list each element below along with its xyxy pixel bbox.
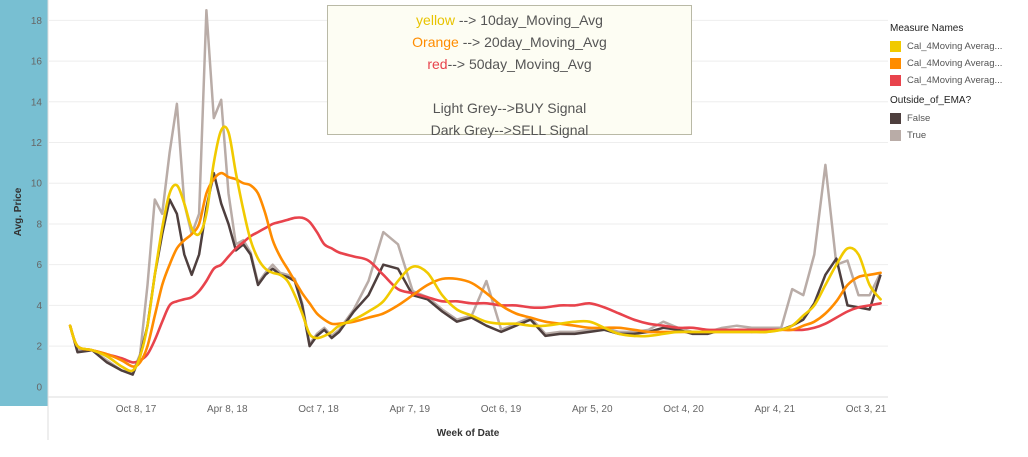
series-line-false — [68, 171, 882, 376]
y-axis-title: Avg. Price — [13, 187, 24, 236]
annotation-line-orange: Orange --> 20day_Moving_Avg — [328, 31, 691, 53]
legend-swatch-light-grey — [890, 130, 901, 141]
series-line-50day — [68, 216, 882, 364]
x-tick-label: Oct 8, 17 — [116, 404, 157, 415]
y-tick-label: 16 — [31, 57, 43, 68]
legend-item-true[interactable]: True — [890, 127, 1028, 144]
x-tick-label: Apr 7, 19 — [389, 404, 430, 415]
y-tick-label: 10 — [31, 179, 43, 190]
legend-title-outside-ema: Outside_of_EMA? — [890, 95, 972, 106]
x-tick-labels: Oct 8, 17 Apr 8, 18 Oct 7, 18 Apr 7, 19 Oct … — [116, 404, 887, 415]
legend-swatch-orange — [890, 58, 901, 69]
y-tick-label: 8 — [36, 219, 42, 230]
x-axis-title: Week of Date — [437, 428, 500, 439]
legend-item-false[interactable]: False — [890, 110, 1028, 127]
legend-swatch-dark-grey — [890, 113, 901, 124]
annotation-gap — [328, 75, 691, 97]
annotation-word-red: red — [427, 56, 448, 72]
x-tick-label: Oct 7, 18 — [298, 404, 339, 415]
legend-swatch-yellow — [890, 41, 901, 52]
series-line-20day — [68, 171, 882, 368]
x-tick-label: Apr 8, 18 — [207, 404, 248, 415]
y-tick-label: 12 — [31, 138, 43, 149]
annotation-line-buy: Light Grey-->BUY Signal — [432, 100, 587, 116]
legend-label: Cal_4Moving Averag... — [907, 41, 1003, 52]
y-tick-label: 14 — [31, 97, 43, 108]
legend-title-measure-names: Measure Names — [890, 23, 964, 34]
annotation-word-yellow: yellow — [416, 12, 455, 28]
annotation-line-red: red--> 50day_Moving_Avg — [328, 53, 691, 75]
y-tick-label: 4 — [36, 301, 42, 312]
x-tick-label: Oct 3, 21 — [846, 404, 887, 415]
legend-label: Cal_4Moving Averag... — [907, 75, 1003, 86]
legend-item-50day[interactable]: Cal_4Moving Averag... — [890, 72, 1028, 89]
legend-item-10day[interactable]: Cal_4Moving Averag... — [890, 38, 1028, 55]
legend-label: Cal_4Moving Averag... — [907, 58, 1003, 69]
x-tick-label: Apr 4, 21 — [754, 404, 795, 415]
legend-label: True — [907, 130, 927, 141]
y-tick-label: 6 — [36, 260, 42, 271]
annotation-line-sell: Dark Grey-->SELL Signal — [430, 122, 589, 138]
annotation-text-red: --> 50day_Moving_Avg — [447, 56, 592, 72]
annotation-text-orange: --> 20day_Moving_Avg — [458, 34, 607, 50]
x-tick-label: Oct 6, 19 — [481, 404, 522, 415]
legend: Measure Names Cal_4Moving Averag... Cal_… — [890, 20, 1028, 144]
x-tick-label: Oct 4, 20 — [663, 404, 704, 415]
annotation-word-orange: Orange — [412, 34, 459, 50]
annotation-box: yellow --> 10day_Moving_Avg Orange --> 2… — [327, 5, 692, 138]
y-tick-label: 18 — [31, 16, 43, 27]
legend-item-20day[interactable]: Cal_4Moving Averag... — [890, 55, 1028, 72]
x-tick-label: Apr 5, 20 — [572, 404, 613, 415]
annotation-line-yellow: yellow --> 10day_Moving_Avg — [328, 9, 691, 31]
series-lines — [68, 8, 882, 376]
y-tick-label: 0 — [36, 382, 42, 393]
y-tick-labels: 0 2 4 6 8 10 12 14 16 18 — [31, 16, 43, 393]
series-line-10day — [68, 125, 882, 373]
legend-swatch-red — [890, 75, 901, 86]
annotation-text-yellow: --> 10day_Moving_Avg — [454, 12, 603, 28]
y-tick-label: 2 — [36, 342, 42, 353]
y-axis-band — [0, 0, 48, 406]
legend-label: False — [907, 113, 931, 124]
